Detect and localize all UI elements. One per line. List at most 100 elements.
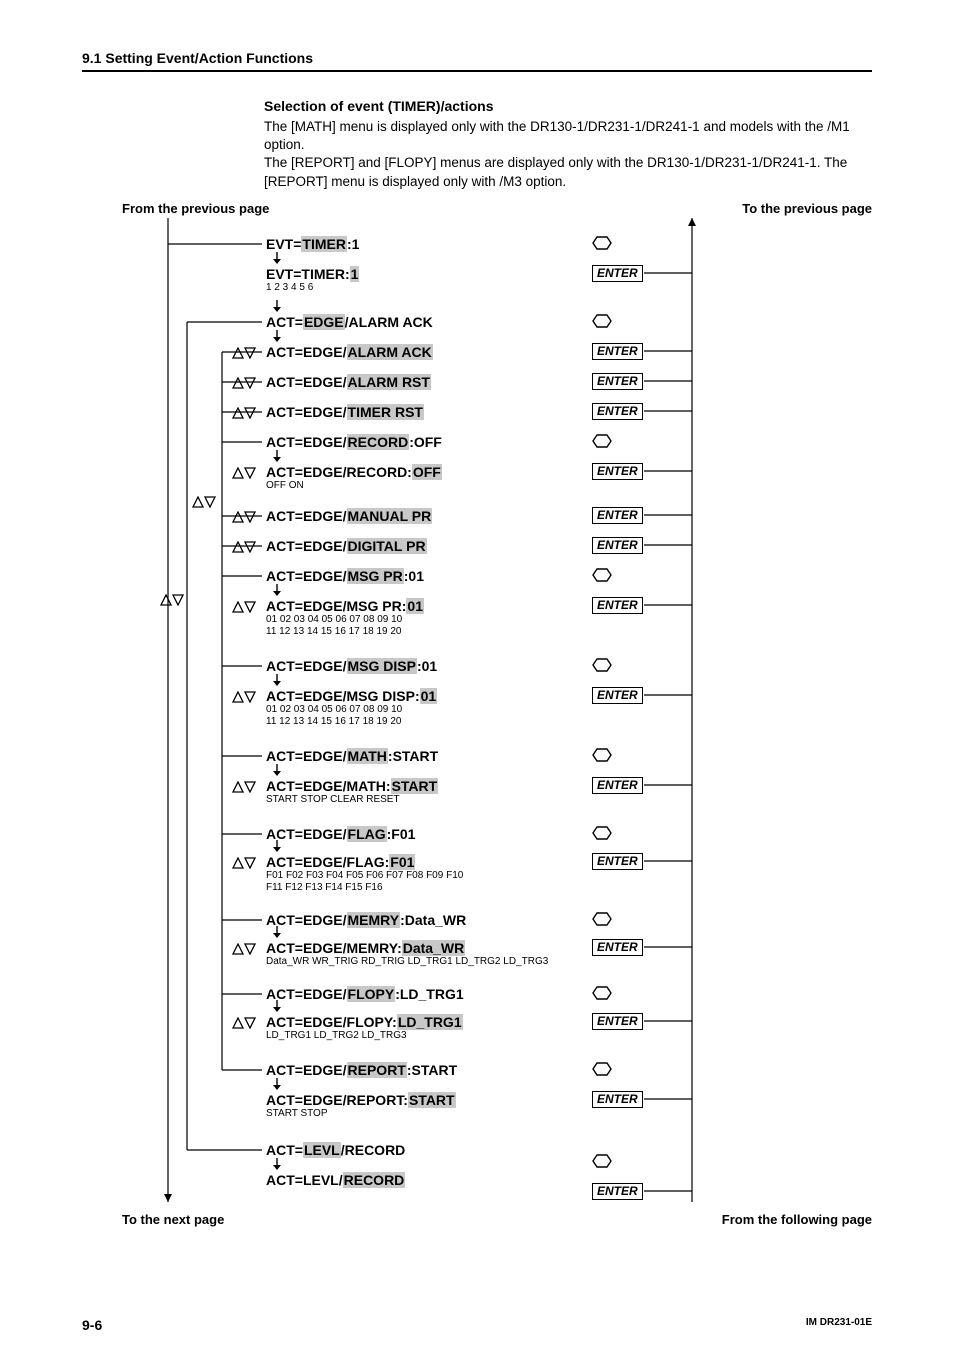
menu-row: ACT=EDGE/ALARM RST xyxy=(266,374,431,390)
enter-key-label: ENTER xyxy=(592,403,643,420)
options-list: START STOP CLEAR RESET xyxy=(266,794,400,805)
menu-row: ACT=EDGE/MATH:START xyxy=(266,778,438,794)
menu-row: ACT=LEVL/RECORD xyxy=(266,1172,405,1188)
menu-row: ACT=EDGE/ALARM ACK xyxy=(266,314,433,330)
options-list: F11 F12 F13 F14 F15 F16 xyxy=(266,882,383,893)
up-down-icon xyxy=(232,541,256,556)
hex-nav-icon xyxy=(592,434,610,447)
menu-row: ACT=EDGE/MSG PR:01 xyxy=(266,568,424,584)
down-arrow-icon xyxy=(272,252,282,266)
options-list: LD_TRG1 LD_TRG2 LD_TRG3 xyxy=(266,1030,407,1041)
menu-row: EVT=TIMER:1 xyxy=(266,266,359,282)
enter-key-label: ENTER xyxy=(592,597,643,614)
up-down-icon xyxy=(232,691,256,706)
menu-row: ACT=EDGE/FLOPY:LD_TRG1 xyxy=(266,986,464,1002)
options-list: 01 02 03 04 05 06 07 08 09 10 xyxy=(266,704,402,715)
up-down-icon xyxy=(232,407,256,422)
menu-row: ACT=EDGE/MSG PR:01 xyxy=(266,598,424,614)
enter-key-label: ENTER xyxy=(592,777,643,794)
up-down-icon xyxy=(160,594,184,609)
up-down-icon xyxy=(232,511,256,526)
up-down-icon xyxy=(232,781,256,796)
menu-row: ACT=EDGE/DIGITAL PR xyxy=(266,538,427,554)
menu-row: ACT=EDGE/MATH:START xyxy=(266,748,438,764)
up-down-icon xyxy=(232,467,256,482)
tree-lines xyxy=(122,218,872,1202)
options-list: F01 F02 F03 F04 F05 F06 F07 F08 F09 F10 xyxy=(266,870,463,881)
up-down-icon xyxy=(232,1017,256,1032)
down-arrow-icon xyxy=(272,674,282,688)
enter-key-label: ENTER xyxy=(592,343,643,360)
menu-row: ACT=EDGE/MANUAL PR xyxy=(266,508,432,524)
enter-key-label: ENTER xyxy=(592,1183,643,1200)
doc-code: IM DR231-01E xyxy=(806,1317,872,1333)
page-footer: 9-6 IM DR231-01E xyxy=(82,1317,872,1333)
down-arrow-icon xyxy=(272,840,282,854)
enter-key-label: ENTER xyxy=(592,853,643,870)
up-down-icon xyxy=(232,857,256,872)
enter-key-label: ENTER xyxy=(592,265,643,282)
options-list: 1 2 3 4 5 6 xyxy=(266,282,313,293)
menu-row: ACT=EDGE/REPORT:START xyxy=(266,1062,457,1078)
menu-row: ACT=EDGE/FLAG:F01 xyxy=(266,854,415,870)
enter-key-label: ENTER xyxy=(592,463,643,480)
menu-row: ACT=EDGE/FLAG:F01 xyxy=(266,826,415,842)
hex-nav-icon xyxy=(592,658,610,671)
options-list: START STOP xyxy=(266,1108,328,1119)
menu-row: ACT=EDGE/TIMER RST xyxy=(266,404,424,420)
down-arrow-icon xyxy=(272,330,282,344)
enter-key-label: ENTER xyxy=(592,939,643,956)
enter-key-label: ENTER xyxy=(592,687,643,704)
down-arrow-icon xyxy=(272,584,282,598)
hex-nav-icon xyxy=(592,748,610,761)
menu-row: ACT=EDGE/RECORD:OFF xyxy=(266,434,442,450)
enter-key-label: ENTER xyxy=(592,537,643,554)
up-down-icon xyxy=(192,496,216,511)
enter-key-label: ENTER xyxy=(592,1013,643,1030)
down-arrow-icon xyxy=(272,1158,282,1172)
up-down-icon xyxy=(232,347,256,362)
menu-row: EVT=TIMER:1 xyxy=(266,236,359,252)
down-arrow-icon xyxy=(272,1078,282,1092)
menu-row: ACT=EDGE/MSG DISP:01 xyxy=(266,658,437,674)
hex-nav-icon xyxy=(592,826,610,839)
menu-row: ACT=EDGE/RECORD:OFF xyxy=(266,464,442,480)
page-number: 9-6 xyxy=(82,1317,102,1333)
menu-row: ACT=LEVL/RECORD xyxy=(266,1142,405,1158)
down-arrow-icon xyxy=(272,764,282,778)
hex-nav-icon xyxy=(592,568,610,581)
enter-key-label: ENTER xyxy=(592,1091,643,1108)
menu-row: ACT=EDGE/MEMRY:Data_WR xyxy=(266,912,466,928)
options-list: 11 12 13 14 15 16 17 18 19 20 xyxy=(266,626,402,637)
note-line: The [MATH] menu is displayed only with t… xyxy=(264,118,872,154)
options-list: 11 12 13 14 15 16 17 18 19 20 xyxy=(266,716,402,727)
next-page-ref: To the next page xyxy=(122,1212,224,1227)
up-down-icon xyxy=(232,377,256,392)
options-list: Data_WR WR_TRIG RD_TRIG LD_TRG1 LD_TRG2 … xyxy=(266,956,548,967)
down-arrow-icon xyxy=(272,450,282,464)
prev-page-ref-right: To the previous page xyxy=(742,201,872,216)
down-arrow-icon xyxy=(272,1000,282,1014)
section-heading: 9.1 Setting Event/Action Functions xyxy=(82,50,872,72)
subheading: Selection of event (TIMER)/actions xyxy=(264,98,872,114)
menu-row: ACT=EDGE/MSG DISP:01 xyxy=(266,688,437,704)
hex-nav-icon xyxy=(592,236,610,249)
down-arrow-icon xyxy=(272,300,282,314)
following-page-ref: From the following page xyxy=(722,1212,872,1227)
up-down-icon xyxy=(232,601,256,616)
hex-nav-icon xyxy=(592,1154,610,1167)
hex-nav-icon xyxy=(592,1062,610,1075)
hex-nav-icon xyxy=(592,314,610,327)
prev-page-ref: From the previous page xyxy=(122,201,269,216)
menu-row: ACT=EDGE/FLOPY:LD_TRG1 xyxy=(266,1014,463,1030)
hex-nav-icon xyxy=(592,912,610,925)
options-list: OFF ON xyxy=(266,480,304,491)
up-down-icon xyxy=(232,943,256,958)
options-list: 01 02 03 04 05 06 07 08 09 10 xyxy=(266,614,402,625)
enter-key-label: ENTER xyxy=(592,507,643,524)
hex-nav-icon xyxy=(592,986,610,999)
menu-row: ACT=EDGE/ALARM ACK xyxy=(266,344,433,360)
enter-key-label: ENTER xyxy=(592,373,643,390)
menu-row: ACT=EDGE/REPORT:START xyxy=(266,1092,456,1108)
down-arrow-icon xyxy=(272,926,282,940)
